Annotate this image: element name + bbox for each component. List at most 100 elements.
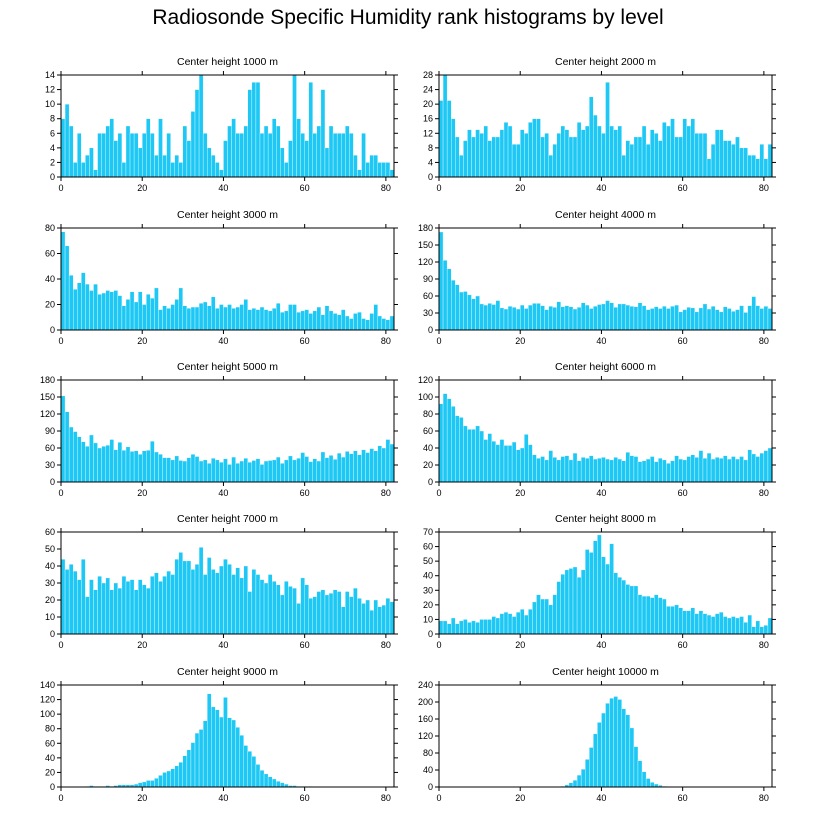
histogram-bar xyxy=(186,560,192,635)
histogram-bar xyxy=(381,604,387,635)
histogram-bar xyxy=(654,461,659,483)
histogram-bar xyxy=(706,308,712,331)
histogram-bar xyxy=(223,458,228,483)
histogram-bar xyxy=(625,304,631,331)
y-tick-label: 40 xyxy=(423,765,433,775)
histogram-bar xyxy=(446,398,452,483)
histogram-bar xyxy=(511,616,517,635)
histogram-bar xyxy=(451,279,456,331)
histogram-bar xyxy=(487,303,492,331)
x-tick-label: 40 xyxy=(596,640,606,650)
histogram-bar xyxy=(81,559,86,635)
histogram-bar xyxy=(336,133,342,178)
histogram-bar xyxy=(556,133,562,178)
histogram-bar xyxy=(361,603,366,635)
y-tick-label: 0 xyxy=(428,629,433,639)
histogram-bar xyxy=(312,458,318,483)
histogram-bar xyxy=(605,703,610,788)
histogram-bar xyxy=(625,452,631,483)
histogram-bar xyxy=(178,552,184,635)
histogram-bar xyxy=(451,118,456,178)
y-tick-label: 150 xyxy=(418,240,433,250)
histogram-bar xyxy=(385,162,391,178)
histogram-bar xyxy=(60,231,66,331)
histogram-bar xyxy=(389,443,395,483)
histogram-bar xyxy=(227,564,232,635)
histogram-bar xyxy=(129,579,135,635)
histogram-bar xyxy=(719,129,724,178)
histogram-bar xyxy=(320,314,326,331)
histogram-bar xyxy=(617,458,622,483)
histogram-bar xyxy=(125,125,131,178)
x-tick-label: 80 xyxy=(759,793,769,803)
histogram-bar xyxy=(263,460,269,483)
histogram-bar xyxy=(491,304,497,331)
histogram-bar xyxy=(304,456,309,483)
histogram-bar xyxy=(621,708,626,788)
y-tick-label: 140 xyxy=(40,680,55,690)
histogram-bar xyxy=(389,315,395,331)
histogram-bar xyxy=(73,431,78,483)
histogram-bar xyxy=(678,607,683,635)
y-tick-label: 50 xyxy=(423,556,433,566)
histogram-bar xyxy=(182,755,188,788)
histogram-bar xyxy=(235,133,240,178)
y-tick-label: 120 xyxy=(418,375,433,385)
histogram-bar xyxy=(255,309,261,331)
y-tick-label: 40 xyxy=(45,561,55,571)
histogram-bar xyxy=(576,460,582,483)
histogram-bar xyxy=(202,459,208,483)
panel-title: Center height 4000 m xyxy=(555,209,656,221)
histogram-bar xyxy=(751,626,756,635)
histogram-bar xyxy=(251,569,257,635)
histogram-bar xyxy=(349,596,354,635)
histogram-bar xyxy=(373,154,378,178)
histogram-bar xyxy=(332,313,338,331)
histogram-bar xyxy=(597,722,602,788)
y-tick-label: 60 xyxy=(45,527,55,537)
histogram-bar xyxy=(524,133,529,178)
histogram-bar xyxy=(137,291,143,331)
histogram-bar xyxy=(219,169,224,178)
y-tick-label: 50 xyxy=(45,544,55,554)
histogram-bar xyxy=(625,140,631,178)
histogram-bar xyxy=(645,144,651,178)
histogram-bar xyxy=(316,125,322,178)
histogram-bar xyxy=(727,308,732,331)
histogram-bar xyxy=(320,589,326,635)
histogram-bar xyxy=(633,585,639,635)
histogram-bar xyxy=(552,144,557,178)
histogram-bar xyxy=(698,307,704,331)
histogram-bar xyxy=(585,549,590,635)
histogram-bar xyxy=(345,451,350,483)
histogram-bar xyxy=(698,133,704,178)
histogram-bar xyxy=(499,129,505,178)
histogram-bar xyxy=(491,441,497,483)
histogram-bar xyxy=(178,762,184,788)
y-tick-label: 0 xyxy=(428,325,433,335)
histogram-bar xyxy=(463,291,468,331)
plot-frame xyxy=(438,74,773,178)
histogram-bar xyxy=(357,311,362,331)
y-tick-label: 10 xyxy=(423,614,433,624)
histogram-bar xyxy=(150,780,155,788)
histogram-bar xyxy=(503,308,509,331)
histogram-bar xyxy=(349,318,354,331)
panel-3: Center height 3000 m 0 20 40 60 80 0 20 40 60 80 xyxy=(45,209,398,346)
histogram-bar xyxy=(540,136,545,178)
histogram-bar xyxy=(292,459,297,483)
histogram-bar xyxy=(162,457,167,483)
histogram-bar xyxy=(662,598,667,635)
histogram-bar xyxy=(609,459,614,483)
histogram-bar xyxy=(755,158,760,178)
panel-9: Center height 9000 m 0 20 40 60 80 100 120 140 0 2… xyxy=(40,666,398,803)
histogram-bar xyxy=(629,455,635,483)
histogram-bar xyxy=(219,565,224,635)
histogram-bar xyxy=(536,458,541,483)
histogram-bar xyxy=(186,140,192,178)
histogram-bar xyxy=(479,303,484,331)
histogram-bar xyxy=(601,556,606,635)
histogram-bar xyxy=(576,576,582,635)
histogram-bar xyxy=(540,598,545,635)
